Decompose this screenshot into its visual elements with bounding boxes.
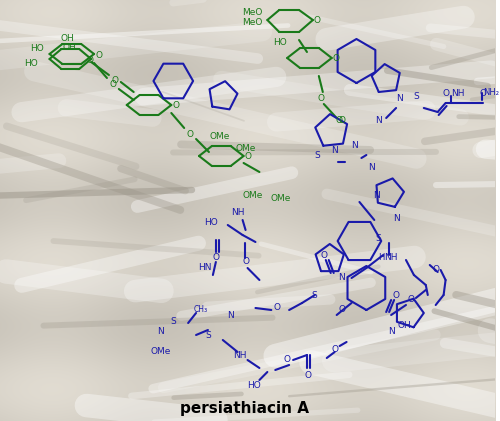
Text: O: O (314, 16, 321, 24)
Text: OMe: OMe (150, 347, 171, 357)
Text: HO: HO (248, 381, 262, 389)
Text: HO: HO (204, 218, 218, 226)
Text: S: S (314, 150, 320, 160)
Text: O: O (274, 304, 281, 312)
Text: H: H (378, 253, 384, 263)
Text: HO: HO (24, 59, 38, 67)
Text: O: O (172, 101, 180, 109)
Text: S: S (311, 290, 317, 299)
Text: O: O (338, 306, 345, 314)
Text: N: N (338, 274, 345, 282)
Text: N: N (351, 141, 358, 149)
Text: O: O (392, 291, 400, 301)
Text: N: N (228, 311, 234, 320)
Text: O: O (331, 346, 338, 354)
Text: O: O (332, 53, 340, 62)
Text: persiathiacin A: persiathiacin A (180, 400, 309, 416)
Text: O: O (304, 370, 312, 379)
Text: O: O (86, 56, 94, 64)
Text: O: O (244, 152, 252, 160)
Text: N: N (373, 190, 380, 200)
Text: O: O (212, 253, 220, 263)
Text: NH: NH (450, 88, 464, 98)
Text: S: S (413, 91, 419, 101)
Text: OMe: OMe (270, 194, 290, 203)
Text: OMe: OMe (242, 190, 262, 200)
Text: O: O (112, 75, 118, 85)
Text: O: O (318, 93, 324, 102)
Text: O: O (110, 80, 116, 88)
Text: O: O (95, 51, 102, 59)
Text: OH: OH (397, 320, 411, 330)
Text: N: N (332, 146, 338, 155)
Text: OMe: OMe (210, 131, 230, 141)
Text: HO: HO (30, 43, 44, 53)
Text: N: N (388, 328, 394, 336)
Text: NH: NH (384, 253, 398, 263)
Text: S: S (376, 234, 381, 242)
Text: O: O (284, 355, 290, 365)
Text: OH: OH (62, 43, 76, 51)
Text: MeO: MeO (242, 18, 262, 27)
Text: O: O (442, 88, 449, 98)
Text: O: O (338, 115, 345, 125)
Text: O: O (320, 250, 328, 259)
Text: N: N (157, 328, 164, 336)
Text: N: N (392, 213, 400, 223)
Text: O: O (432, 266, 439, 274)
Text: NH: NH (231, 208, 244, 216)
Text: HN: HN (198, 264, 211, 272)
Text: N: N (368, 163, 374, 171)
Text: OH: OH (60, 34, 74, 43)
Text: O: O (242, 258, 249, 266)
Text: S: S (170, 317, 176, 327)
Text: HO: HO (274, 37, 287, 46)
Text: OMe: OMe (236, 144, 256, 152)
Text: S: S (205, 330, 211, 339)
Text: N: N (396, 93, 402, 102)
Text: CH₃: CH₃ (194, 306, 208, 314)
Text: O: O (480, 88, 486, 98)
Text: MeO: MeO (242, 8, 262, 16)
Text: N: N (375, 115, 382, 125)
Text: NH₂: NH₂ (483, 88, 499, 96)
Text: O: O (186, 130, 194, 139)
Text: NH: NH (233, 351, 246, 360)
Text: O: O (408, 296, 414, 304)
Text: O: O (335, 115, 342, 125)
